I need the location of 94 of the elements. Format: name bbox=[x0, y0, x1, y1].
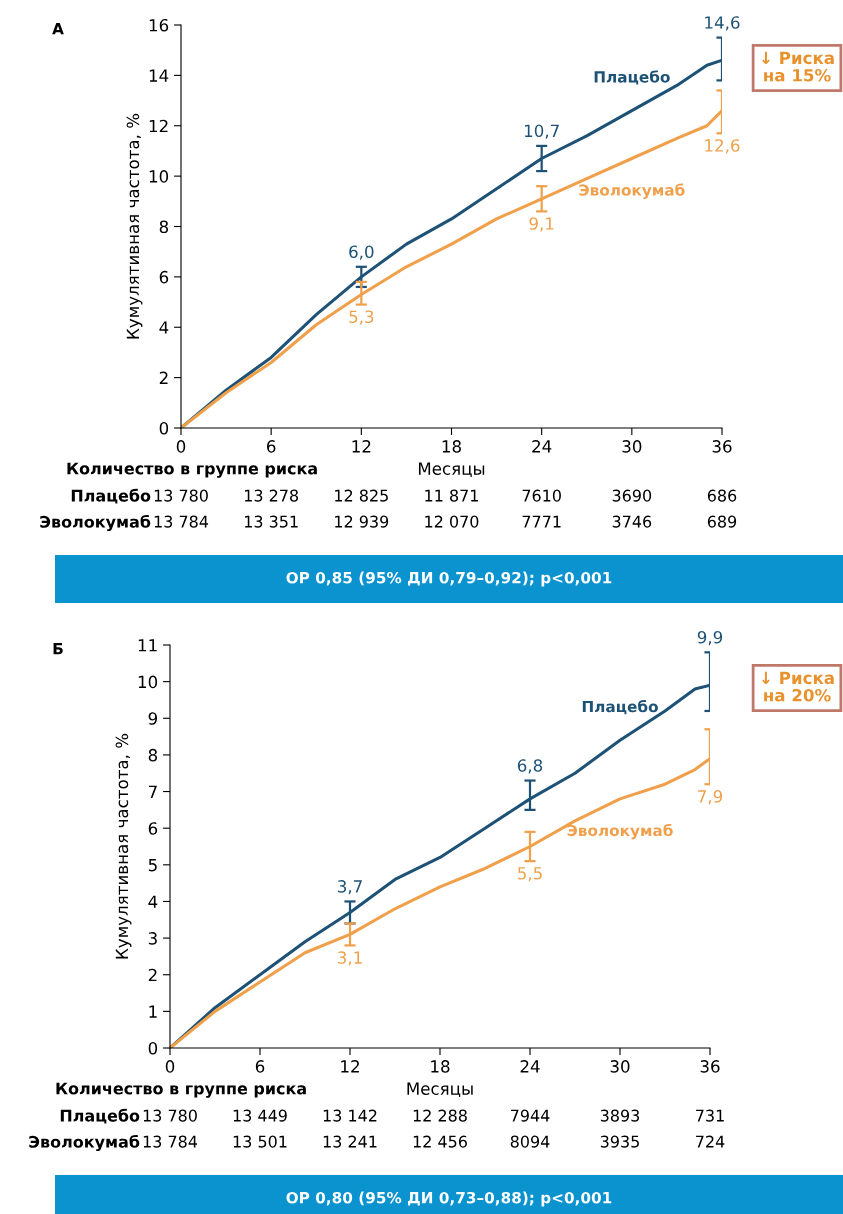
text: 13 351 bbox=[244, 515, 298, 528]
y-tick-label: 4 bbox=[159, 321, 169, 334]
x-tick-label: 30 bbox=[610, 1060, 630, 1073]
text: Плацебо bbox=[71, 488, 151, 504]
x-axis-title: Месяцы bbox=[407, 1082, 473, 1097]
y-tick-label: 16 bbox=[149, 18, 169, 32]
text: 7944 bbox=[510, 1109, 550, 1122]
y-axis-title: Кумулятивная частота, % bbox=[126, 113, 143, 339]
y-tick-label: 3 bbox=[148, 932, 157, 945]
text: 7771 bbox=[522, 515, 561, 528]
text: 13 241 bbox=[323, 1135, 377, 1148]
text: 3746 bbox=[612, 515, 652, 528]
text: 8094 bbox=[510, 1135, 550, 1148]
text: 13 780 bbox=[154, 489, 208, 502]
text: 12 070 bbox=[425, 515, 479, 528]
y-tick-label: 6 bbox=[148, 822, 158, 835]
text: 13 278 bbox=[244, 489, 299, 502]
chart-title: Б bbox=[53, 643, 63, 655]
data-label: 9,1 bbox=[529, 217, 554, 232]
text: А bbox=[52, 23, 64, 35]
text: 3935 bbox=[600, 1135, 639, 1148]
text: 12 825 bbox=[335, 489, 388, 502]
x-tick-label: 6 bbox=[255, 1060, 265, 1073]
text: 12 939 bbox=[335, 515, 389, 528]
data-label: 9,9 bbox=[697, 630, 723, 646]
text: 11 871 bbox=[425, 489, 478, 502]
y-tick-label: 6 bbox=[159, 270, 169, 284]
text: 13 780 bbox=[143, 1109, 197, 1122]
text: 13 142 bbox=[323, 1109, 377, 1122]
text: 3893 bbox=[600, 1109, 640, 1122]
data-label: 5,3 bbox=[349, 310, 374, 325]
text: 12 288 bbox=[413, 1109, 467, 1122]
text: 731 bbox=[696, 1109, 724, 1122]
x-tick-label: 0 bbox=[176, 440, 186, 453]
y-tick-label: 10 bbox=[138, 675, 158, 689]
text: 3690 bbox=[612, 489, 652, 502]
text: ↓ Риска на 15% bbox=[762, 51, 834, 82]
text: Эволокумаб bbox=[29, 1134, 140, 1152]
data-label: 3,1 bbox=[338, 951, 362, 966]
data-label: 12,6 bbox=[705, 139, 740, 154]
y-tick-label: 2 bbox=[148, 968, 157, 982]
y-tick-label: 12 bbox=[149, 119, 168, 133]
y-tick-label: 0 bbox=[159, 421, 169, 435]
x-tick-label: 30 bbox=[622, 440, 642, 453]
x-tick-label: 24 bbox=[532, 440, 552, 453]
y-tick-label: 1 bbox=[149, 1005, 157, 1018]
text: Эволокумаб bbox=[40, 514, 151, 532]
text: 689 bbox=[707, 515, 737, 528]
data-label: 6,8 bbox=[517, 759, 543, 774]
series-label: Плацебо bbox=[582, 699, 658, 715]
text: Плацебо bbox=[60, 1108, 140, 1124]
y-tick-label: 10 bbox=[149, 170, 169, 183]
data-label: 5,5 bbox=[518, 867, 542, 882]
y-tick-label: 14 bbox=[149, 69, 169, 82]
text: 7610 bbox=[522, 489, 561, 502]
y-tick-label: 7 bbox=[148, 785, 157, 798]
y-tick-label: 0 bbox=[148, 1041, 158, 1055]
y-tick-label: 4 bbox=[148, 895, 158, 908]
text: 13 784 bbox=[143, 1135, 198, 1148]
x-tick-label: 36 bbox=[700, 1060, 720, 1073]
y-tick-label: 11 bbox=[138, 639, 157, 652]
text: ОР 0,80 (95% ДИ 0,73–0,88); p<0,001 bbox=[286, 1191, 612, 1207]
text: Количество в группе риска bbox=[67, 462, 317, 478]
x-tick-label: 18 bbox=[431, 1060, 450, 1073]
x-tick-label: 24 bbox=[520, 1060, 540, 1073]
y-tick-label: 8 bbox=[148, 748, 158, 762]
text: ОР 0,85 (95% ДИ 0,79–0,92); p<0,001 bbox=[286, 571, 612, 587]
x-tick-label: 18 bbox=[442, 440, 461, 453]
x-axis-title: Месяцы bbox=[418, 462, 485, 477]
y-tick-label: 8 bbox=[159, 220, 169, 234]
x-tick-label: 6 bbox=[267, 440, 276, 453]
y-tick-label: 2 bbox=[159, 371, 168, 384]
x-tick-label: 12 bbox=[352, 440, 371, 453]
text: 724 bbox=[696, 1135, 725, 1148]
text: ↓ Риска на 20% bbox=[762, 671, 834, 702]
data-label: 3,7 bbox=[338, 880, 362, 895]
text: 13 784 bbox=[154, 515, 209, 528]
data-label: 10,7 bbox=[524, 124, 559, 139]
text: 12 456 bbox=[413, 1135, 467, 1148]
y-tick-label: 5 bbox=[148, 859, 157, 872]
data-label: 14,6 bbox=[705, 16, 740, 31]
y-tick-label: 9 bbox=[148, 712, 158, 725]
data-label: 6,0 bbox=[349, 245, 374, 260]
text: 13 449 bbox=[233, 1109, 287, 1122]
text: Количество в группе риска bbox=[56, 1082, 306, 1098]
text: 686 bbox=[707, 489, 737, 502]
x-tick-label: 12 bbox=[341, 1060, 359, 1073]
text: 13 501 bbox=[233, 1135, 287, 1148]
y-axis-title: Кумулятивная частота, % bbox=[115, 733, 132, 959]
x-tick-label: 36 bbox=[712, 440, 732, 453]
data-label: 7,9 bbox=[698, 790, 723, 805]
series-label: Плацебо bbox=[594, 70, 670, 85]
series-label: Эволокумаб bbox=[567, 823, 673, 840]
series-label: Эволокумаб bbox=[579, 183, 685, 199]
